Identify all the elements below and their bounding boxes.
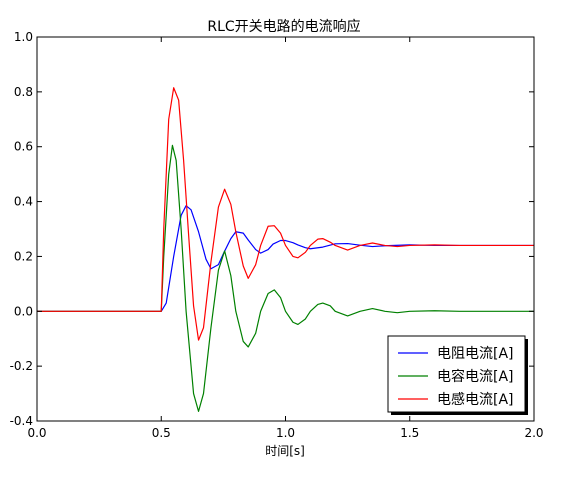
y-tick-label: -0.2 (10, 359, 33, 373)
plot-frame (36, 36, 535, 422)
series-line-3 (37, 87, 534, 341)
x-tick-label: 1.0 (276, 426, 295, 440)
y-tick-label: 1.0 (14, 30, 33, 44)
x-axis-label: 时间[s] (265, 444, 305, 458)
y-tick-label: 0.4 (14, 195, 33, 209)
x-tick-label: 0.0 (27, 426, 46, 440)
y-tick-label: 0.6 (14, 140, 33, 154)
chart-title: RLC开关电路的电流响应 (207, 18, 360, 35)
legend-label-2: 电容电流[A] (437, 368, 514, 385)
axis-ticks: 0.0 0.5 1.0 1.5 2.0 -0.4 -0.2 0.0 0.2 0.4 0.6 0.8 1.… (10, 30, 544, 440)
plot-area (37, 87, 534, 412)
x-tick-label: 0.5 (152, 426, 171, 440)
x-tick-label: 1.5 (400, 426, 419, 440)
legend-entries: 电阻电流[A] 电容电流[A] 电感电流[A] (398, 346, 514, 408)
x-tick-label: 2.0 (524, 426, 543, 440)
series-line-2 (37, 144, 534, 412)
y-tick-label: 0.8 (14, 85, 33, 99)
legend: 电阻电流[A] 电容电流[A] 电感电流[A] (387, 335, 528, 415)
y-tick-label: 0.2 (14, 249, 33, 263)
legend-label-3: 电感电流[A] (437, 391, 514, 408)
y-tick-label: -0.4 (10, 414, 33, 428)
y-tick-label: 0.0 (14, 304, 33, 318)
legend-label-1: 电阻电流[A] (437, 346, 514, 362)
